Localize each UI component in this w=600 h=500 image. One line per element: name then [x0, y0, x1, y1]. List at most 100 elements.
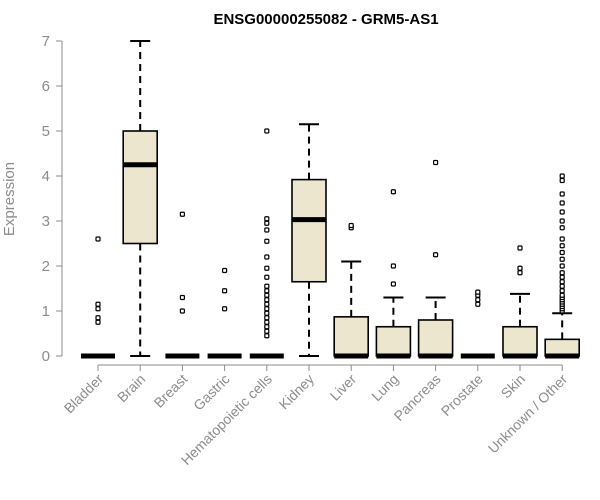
outlier-point: [390, 281, 396, 287]
box-iqr: [375, 325, 412, 357]
box-iqr: [333, 316, 370, 357]
box-group: [417, 159, 454, 359]
outlier-point: [179, 308, 185, 314]
box-iqr: [502, 325, 538, 357]
outlier-point: [95, 319, 101, 325]
outlier-point: [559, 256, 565, 262]
x-tick-label: Breast: [151, 371, 191, 411]
x-tick-label: Skin: [498, 371, 529, 402]
box-group: [502, 245, 538, 359]
outlier-point: [264, 265, 270, 271]
outlier-point: [264, 306, 270, 312]
outlier-point: [95, 315, 101, 321]
x-tick-label: Pancreas: [391, 371, 444, 424]
outlier-point: [517, 245, 523, 251]
outlier-point: [264, 328, 270, 334]
box-group: [249, 128, 284, 359]
outlier-point: [264, 292, 270, 298]
outlier-point: [264, 288, 270, 294]
outlier-point: [559, 270, 565, 276]
outlier-point: [559, 177, 565, 184]
outlier-point: [264, 319, 270, 325]
outlier-point: [517, 270, 523, 276]
outlier-point: [559, 191, 565, 197]
box-group: [375, 189, 412, 359]
outlier-point: [559, 274, 565, 280]
outlier-point: [264, 238, 270, 244]
outlier-point: [559, 173, 565, 179]
boxes-layer: [81, 40, 581, 359]
outlier-point: [559, 288, 565, 294]
outlier-point: [390, 189, 396, 195]
chart-title: ENSG00000255082 - GRM5-AS1: [213, 11, 438, 28]
box-group: [81, 236, 115, 359]
x-tick-label: Liver: [327, 371, 360, 404]
outlier-point: [517, 265, 523, 271]
x-tick-label: Brain: [114, 371, 148, 405]
outlier-point: [559, 225, 565, 231]
outlier-point: [264, 216, 270, 222]
outlier-point: [559, 283, 565, 289]
box-group: [544, 173, 581, 359]
box-iqr: [122, 130, 158, 245]
outlier-point: [264, 128, 270, 134]
outlier-point: [95, 236, 101, 242]
outlier-point: [433, 252, 439, 258]
outlier-point: [95, 306, 101, 312]
outlier-point: [559, 263, 565, 269]
x-tick-label: Kidney: [276, 371, 318, 413]
outlier-point: [559, 279, 565, 285]
x-tick-label: Prostate: [438, 371, 486, 419]
outlier-point: [559, 200, 565, 206]
y-axis-label: Expression: [1, 162, 18, 236]
outlier-point: [390, 263, 396, 269]
outlier-point: [222, 267, 228, 274]
y-tick-label: 3: [42, 213, 50, 230]
outlier-point: [264, 310, 270, 316]
outlier-point: [559, 243, 565, 249]
y-tick-label: 6: [42, 78, 50, 95]
box-group: [122, 40, 158, 357]
outlier-point: [475, 297, 481, 303]
outlier-point: [264, 220, 270, 226]
outlier-point: [264, 301, 270, 307]
y-tick-label: 7: [42, 33, 50, 50]
outlier-point: [559, 292, 565, 298]
outlier-point: [264, 254, 270, 260]
outlier-point: [179, 211, 185, 217]
outlier-point: [559, 218, 565, 224]
y-tick-label: 0: [42, 348, 50, 365]
y-tick-label: 5: [42, 123, 50, 140]
box-group: [165, 211, 200, 359]
outlier-point: [559, 236, 565, 242]
outlier-point: [348, 222, 354, 229]
outlier-point: [264, 297, 270, 303]
box-group: [333, 222, 370, 359]
outlier-point: [475, 301, 481, 307]
outlier-point: [559, 209, 565, 215]
box-group: [460, 289, 495, 359]
y-axis: 0 1 2 3 4 5 6 7: [42, 33, 63, 365]
outlier-point: [264, 315, 270, 321]
box-iqr: [291, 178, 327, 283]
outlier-point: [222, 306, 228, 312]
box-iqr: [417, 319, 454, 357]
outlier-point: [222, 288, 228, 294]
outlier-point: [264, 283, 270, 289]
outlier-point: [559, 249, 565, 256]
y-tick-label: 1: [42, 303, 50, 320]
outlier-point: [264, 227, 270, 233]
outlier-point: [179, 294, 185, 301]
x-tick-label: Lung: [368, 371, 401, 404]
y-tick-label: 4: [42, 168, 50, 185]
outlier-point: [475, 289, 481, 295]
box-group: [291, 123, 327, 357]
y-tick-label: 2: [42, 258, 50, 275]
outlier-point: [433, 159, 439, 166]
outlier-point: [264, 333, 270, 339]
box-group: [207, 267, 242, 359]
x-tick-label: Unknown / Other: [485, 371, 571, 457]
